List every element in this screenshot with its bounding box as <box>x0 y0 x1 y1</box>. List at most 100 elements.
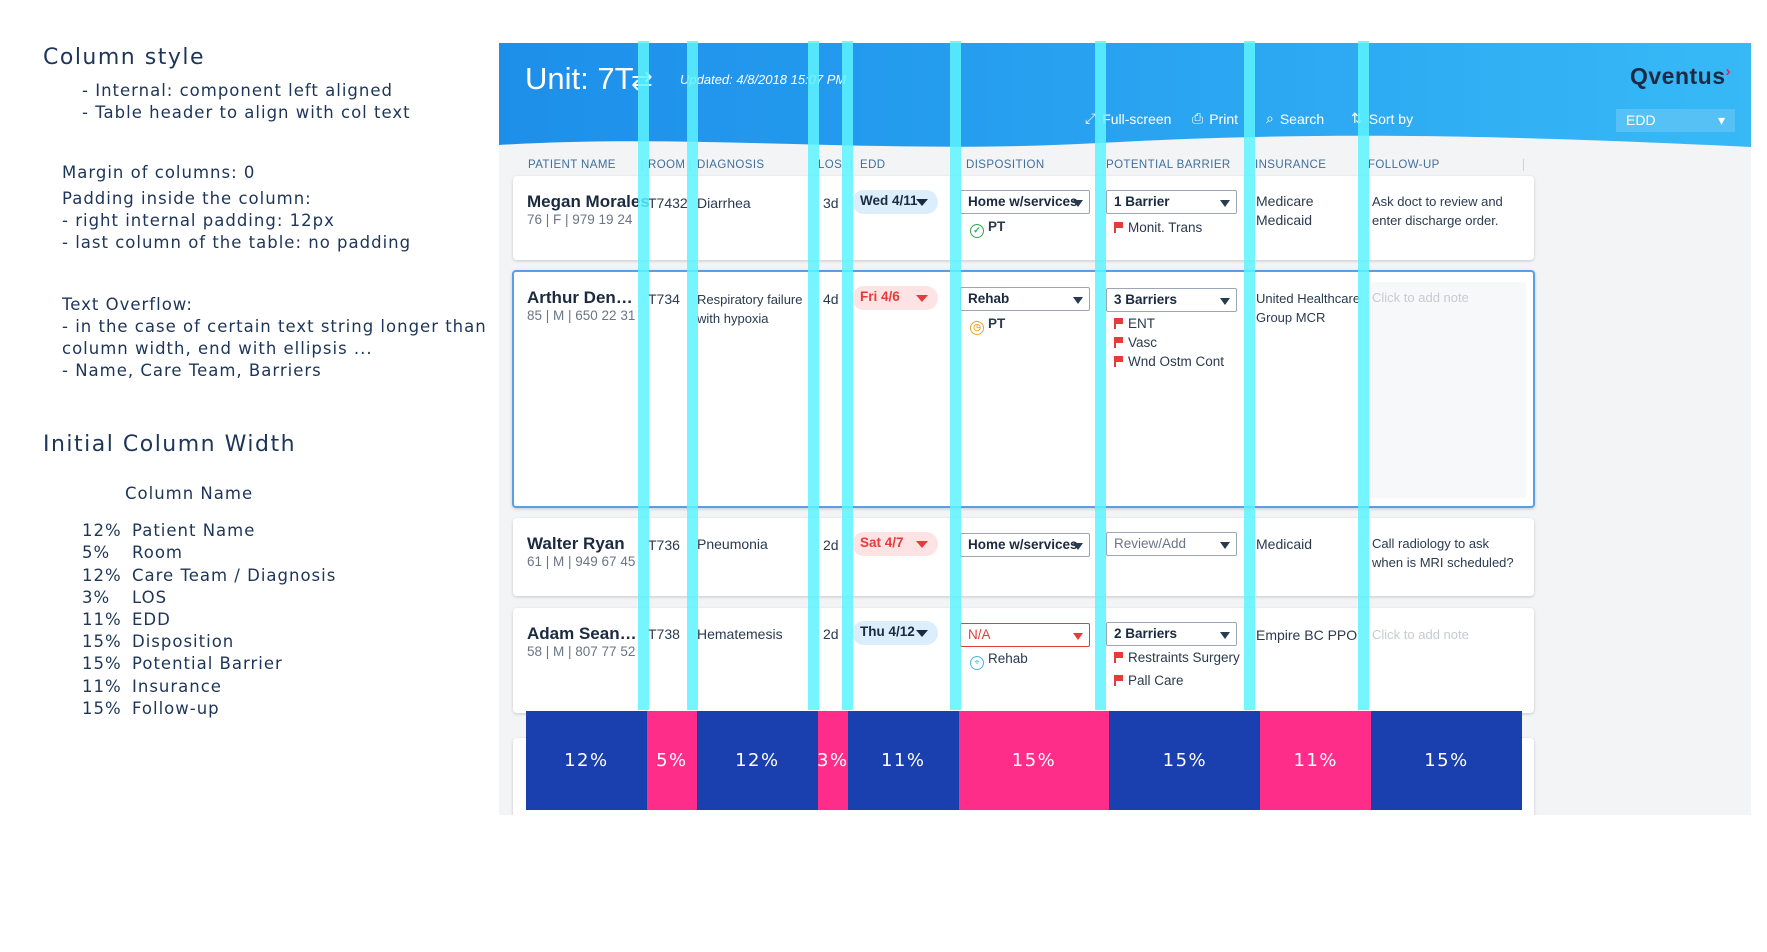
col-header-edd[interactable]: EDD <box>860 159 886 171</box>
barrier-item: Restraints Surgery <box>1114 650 1240 665</box>
barrier-value: 3 Barriers <box>1114 292 1178 307</box>
print-label: Print <box>1209 110 1238 127</box>
barrier-value: 2 Barriers <box>1114 626 1178 641</box>
width-pct: 5% <box>82 543 111 562</box>
note-line: - Table header to align with col text <box>82 103 411 122</box>
search-button[interactable]: ⌕ Search <box>1266 110 1324 127</box>
sort-by-label: ⇅ Sort by <box>1351 110 1413 127</box>
edd-value: Sat 4/7 <box>860 535 904 550</box>
follow-up-placeholder: Click to add note <box>1372 290 1469 305</box>
los: 2d <box>823 537 839 553</box>
width-segment: 12% <box>697 711 818 810</box>
width-name: LOS <box>132 588 168 607</box>
disposition-status-label: Rehab <box>988 651 1028 666</box>
print-button[interactable]: ⎙ Print <box>1192 110 1238 127</box>
width-pct: 15% <box>82 699 122 718</box>
width-name: Disposition <box>132 632 235 651</box>
col-header-potential-barrier[interactable]: POTENTIAL BARRIER <box>1106 159 1231 171</box>
sort-value: EDD <box>1626 112 1656 128</box>
room-number: T736 <box>648 537 680 553</box>
note-line: - in the case of certain text string lon… <box>62 317 487 336</box>
col-header-diagnosis[interactable]: DIAGNOSIS <box>697 159 765 171</box>
width-segment: 12% <box>526 711 647 810</box>
caret-down-icon <box>1073 297 1083 304</box>
column-guide <box>950 41 961 710</box>
width-pct: 15% <box>82 654 122 673</box>
width-segment: 11% <box>847 711 959 810</box>
follow-up-note-box[interactable]: Click to add note <box>1366 282 1526 498</box>
edd-dropdown[interactable]: Wed 4/11 <box>852 190 938 214</box>
edd-dropdown[interactable]: Sat 4/7 <box>852 532 938 556</box>
los: 3d <box>823 195 839 211</box>
col-header-insurance[interactable]: INSURANCE <box>1255 159 1327 171</box>
col-header-los[interactable]: LOS <box>818 159 843 171</box>
barrier-item: ENT <box>1114 316 1155 331</box>
patient-name: Adam Sean P... <box>527 624 639 643</box>
sort-by-text: Sort by <box>1368 110 1414 127</box>
caret-down-icon <box>916 199 928 206</box>
room-number: T7432 <box>648 195 688 211</box>
disposition-dropdown[interactable]: N/A <box>960 623 1090 647</box>
width-segment: 15% <box>1371 711 1522 810</box>
column-guide <box>808 41 819 710</box>
barrier-dropdown[interactable]: 3 Barriers <box>1106 288 1237 312</box>
column-width-bar: 12% 5% 12% 3% 11% 15% 15% 11% 15% <box>526 711 1522 810</box>
disposition-status: ⌖ Rehab <box>970 651 1028 670</box>
updated-timestamp: Updated: 4/8/2018 15:07 PM <box>680 72 847 87</box>
barrier-label: Wnd Ostm Cont <box>1128 354 1225 369</box>
header-bar: Unit: 7T ⇄ Updated: 4/8/2018 15:07 PM Qv… <box>499 43 1751 163</box>
caret-down-icon <box>1073 200 1083 207</box>
search-icon: ⌕ <box>1266 110 1274 126</box>
flag-icon <box>1114 222 1123 233</box>
fullscreen-button[interactable]: ⤢ Full-screen <box>1085 110 1171 127</box>
caret-down-icon <box>916 295 928 302</box>
col-header-follow-up[interactable]: FOLLOW-UP <box>1368 159 1440 171</box>
width-pct: 3% <box>82 588 111 607</box>
column-name-header: Column Name <box>125 484 254 503</box>
col-header-disposition[interactable]: DISPOSITION <box>966 159 1045 171</box>
table-row[interactable]: Adam Sean P... 58 | M | 807 77 52 T738 H… <box>513 608 1534 713</box>
patient-meta: 76 | F | 979 19 24 <box>527 212 633 227</box>
disposition-status-label: PT <box>988 316 1006 331</box>
disposition-dropdown[interactable]: Rehab <box>960 287 1090 311</box>
los: 2d <box>823 626 839 642</box>
diagnosis: Pneumonia <box>697 536 768 552</box>
follow-up-note[interactable]: Ask doct to review and enter discharge o… <box>1372 194 1503 228</box>
width-name: Room <box>132 543 183 562</box>
disposition-dropdown[interactable]: Home w/services <box>960 533 1090 557</box>
patient-meta: 85 | M | 650 22 31 <box>527 308 636 323</box>
logo-text: Qventus <box>1629 63 1726 89</box>
follow-up-note[interactable]: Call radiology to ask when is MRI schedu… <box>1372 536 1514 570</box>
width-name: Potential Barrier <box>132 654 283 673</box>
width-pct: 15% <box>82 632 122 651</box>
barrier-item: Monit. Trans <box>1114 220 1202 235</box>
diagnosis: Respiratory failure with hypoxia <box>697 292 803 326</box>
width-pct: 12% <box>82 521 122 540</box>
diagnosis: Hematemesis <box>697 626 783 642</box>
spec-notes: Column style - Internal: component left … <box>0 0 560 952</box>
patient-name: Megan Morales <box>527 192 650 211</box>
barrier-value: Review/Add <box>1114 536 1187 551</box>
barrier-dropdown[interactable]: Review/Add <box>1106 532 1237 556</box>
disposition-status: ✓ PT <box>970 219 1005 238</box>
table-row[interactable]: Walter Ryan 61 | M | 949 67 45 T736 Pneu… <box>513 518 1534 596</box>
sort-select[interactable]: EDD ▾ <box>1616 109 1735 132</box>
margin-note: Margin of columns: 0 <box>62 163 256 182</box>
barrier-dropdown[interactable]: 2 Barriers <box>1106 622 1237 646</box>
table-row[interactable]: Megan Morales 76 | F | 979 19 24 T7432 D… <box>513 176 1534 260</box>
table-row-selected[interactable]: Arthur Denve... 85 | M | 650 22 31 T734 … <box>512 270 1535 508</box>
barrier-item: Pall Care <box>1114 673 1184 688</box>
disposition-dropdown[interactable]: Home w/services <box>960 190 1090 214</box>
column-style-title: Column style <box>43 45 205 70</box>
sort-icon: ⇅ <box>1351 110 1363 126</box>
col-header-room[interactable]: ROOM <box>648 159 686 171</box>
col-header-patient-name[interactable]: PATIENT NAME <box>528 159 616 171</box>
column-guide <box>687 41 698 710</box>
edd-dropdown[interactable]: Fri 4/6 <box>852 286 938 310</box>
insurance: Empire BC PPO <box>1256 627 1358 643</box>
edd-dropdown[interactable]: Thu 4/12 <box>852 621 938 645</box>
barrier-label: Vasc <box>1128 335 1158 350</box>
follow-up-placeholder[interactable]: Click to add note <box>1372 627 1469 642</box>
disposition-value: Rehab <box>968 291 1010 306</box>
barrier-dropdown[interactable]: 1 Barrier <box>1106 190 1237 214</box>
